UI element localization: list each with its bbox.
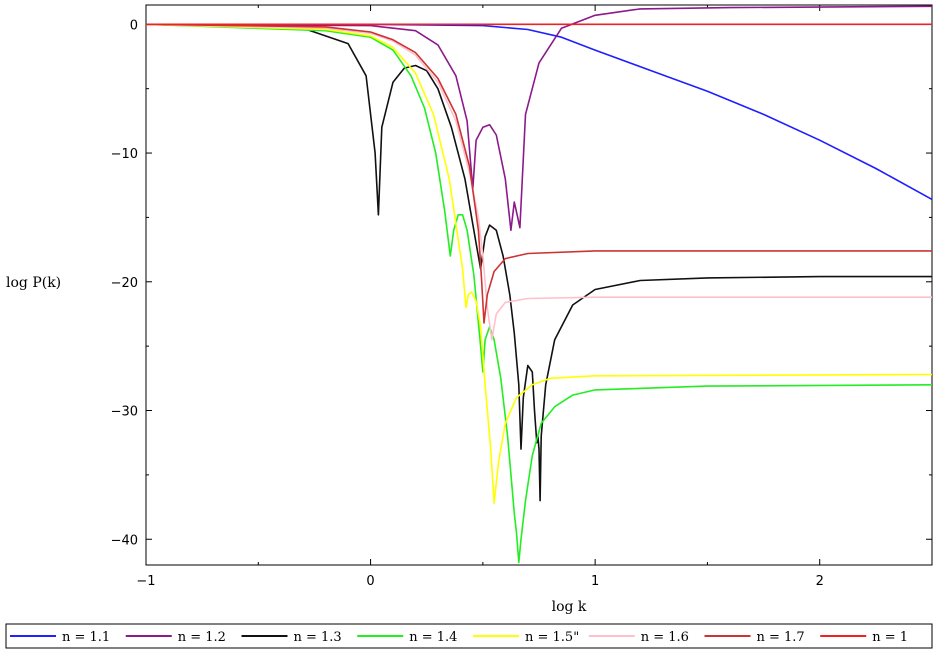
- x-tick-label: −1: [136, 574, 155, 589]
- legend-label: n = 1.1: [62, 630, 110, 645]
- series-line-7: [145, 23, 932, 324]
- legend-label: n = 1.4: [409, 630, 457, 645]
- y-tick-label: −30: [111, 405, 138, 420]
- axes: [145, 4, 933, 566]
- tick-labels: −1 0 1 20−10−20−30−40: [111, 18, 824, 589]
- legend-label: n = 1.7: [757, 630, 805, 645]
- series-line-3: [145, 23, 932, 502]
- legend-label: n = 1.5": [525, 630, 579, 645]
- y-tick-label: 0: [130, 18, 138, 33]
- x-tick-label: 0: [366, 574, 374, 589]
- x-tick-label: 1: [591, 574, 599, 589]
- plot-frame: [145, 4, 933, 566]
- series-line-1: [146, 23, 933, 201]
- y-tick-label: −10: [111, 147, 138, 162]
- series-layer: [145, 5, 933, 564]
- x-tick-label: 2: [816, 574, 824, 589]
- legend-label: n = 1.2: [178, 630, 226, 645]
- legend: n = 1.1 n = 1.2 n = 1.3 n = 1.4 n = 1.5" n = …: [5, 623, 933, 649]
- legend-label: n = 1.3: [294, 630, 342, 645]
- y-axis-label: log P(k): [6, 275, 61, 291]
- legend-label: n = 1.6: [641, 630, 689, 645]
- series-line-2: [145, 5, 933, 232]
- series-line-4: [145, 23, 933, 564]
- y-tick-label: −20: [111, 276, 138, 291]
- x-axis-label: log k: [552, 599, 587, 615]
- legend-label: n = 1: [872, 630, 908, 645]
- y-tick-label: −40: [111, 533, 138, 548]
- series-line-6: [145, 23, 932, 341]
- series-line-5: [145, 23, 933, 504]
